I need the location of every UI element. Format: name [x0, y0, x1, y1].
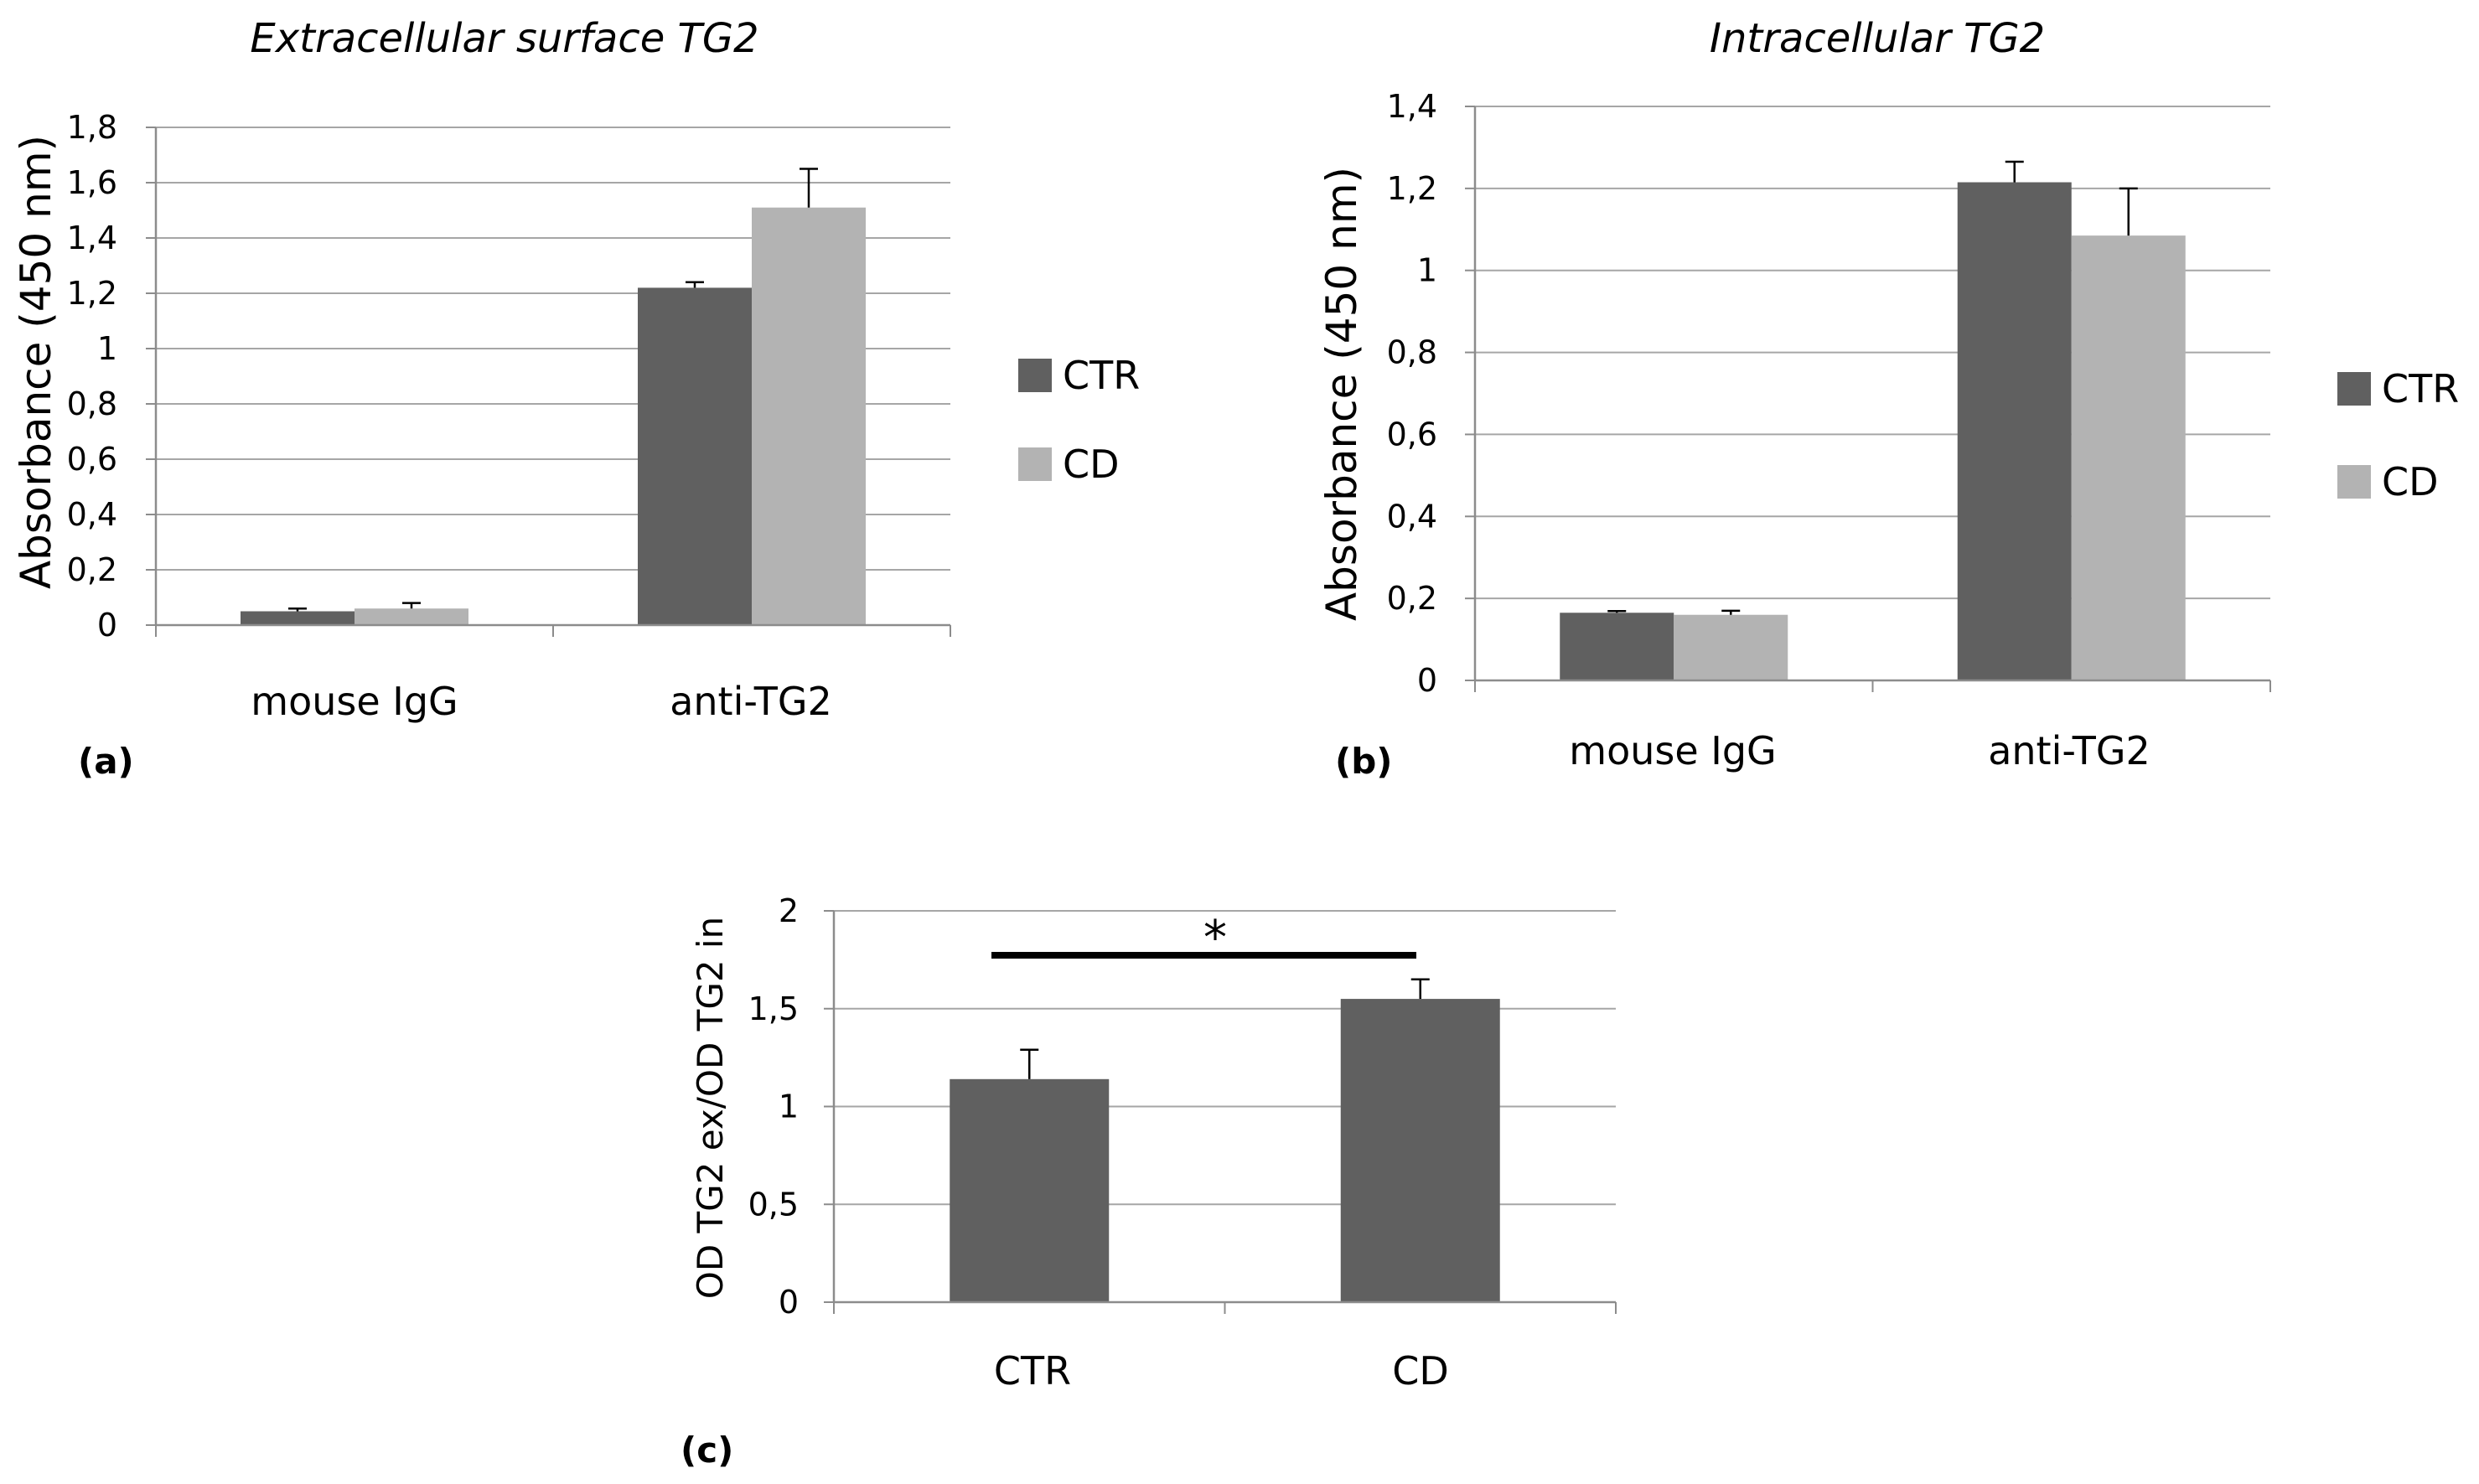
- panel-a-legend-label-ctr: CTR: [1063, 353, 1140, 398]
- panel-c-y-axis-label: OD TG2 ex/OD TG2 in: [690, 917, 731, 1299]
- panel-a-bar-ctr-anti-tg2: [638, 287, 752, 625]
- panel-b-y-axis-label: Absorbance (450 nm): [1317, 167, 1366, 621]
- panel-a-y-tick-label: 1,4: [67, 220, 117, 256]
- panel-b-panel-label: (b): [1335, 741, 1392, 782]
- panel-c-y-tick-label: 1,5: [748, 990, 799, 1027]
- panel-b-y-tick-label: 0,2: [1387, 580, 1437, 617]
- panel-b-y-tick-label: 0: [1417, 662, 1437, 699]
- panel-b-legend-label-ctr: CTR: [2382, 366, 2459, 411]
- panel-c-significance-marker: *: [1203, 911, 1227, 965]
- panel-a-category-label-mouse-igg: mouse IgG: [251, 679, 458, 724]
- panel-b-y-tick-label: 1,2: [1387, 170, 1437, 207]
- panel-b-y-tick-label: 1: [1417, 252, 1437, 289]
- panel-c-bar-od-ratio-ctr: [950, 1078, 1110, 1302]
- panel-a-y-tick-label: 0,8: [67, 385, 117, 422]
- panel-a-bar-ctr-mouse-igg: [241, 611, 355, 625]
- panel-c-category-label-ctr: CTR: [994, 1348, 1071, 1394]
- panel-b-y-tick-label: 1,4: [1387, 88, 1437, 125]
- panel-b-bar-cd-anti-tg2: [2071, 235, 2186, 680]
- panel-a-y-tick-label: 1,6: [67, 164, 117, 201]
- panel-b-legend-swatch-cd: [2337, 465, 2371, 499]
- panel-a-bar-cd-mouse-igg: [355, 608, 468, 625]
- panel-b-legend-swatch-ctr: [2337, 372, 2371, 406]
- panel-c-y-tick-label: 2: [779, 892, 799, 929]
- panel-a-legend-swatch-cd: [1018, 447, 1052, 481]
- panel-b-legend-label-cd: CD: [2382, 459, 2439, 504]
- panel-a-legend-swatch-ctr: [1018, 359, 1052, 392]
- panel-a-extracellular-chart: Extracellular surface TG2 Absorbance (45…: [12, 15, 1140, 782]
- panel-b-y-tick-label: 0,4: [1387, 498, 1437, 535]
- panel-b-category-label-anti-tg2: anti-TG2: [1988, 728, 2150, 773]
- panel-a-title: Extracellular surface TG2: [250, 15, 758, 62]
- panel-b-bar-ctr-mouse-igg: [1560, 613, 1674, 680]
- panel-c-category-label-cd: CD: [1392, 1348, 1449, 1394]
- panel-a-legend-label-cd: CD: [1063, 442, 1120, 487]
- panel-b-bar-ctr-anti-tg2: [1957, 182, 2072, 681]
- panel-b-category-label-mouse-igg: mouse IgG: [1569, 728, 1776, 773]
- panel-a-category-label-anti-tg2: anti-TG2: [670, 679, 832, 724]
- panel-a-y-tick-label: 0,4: [67, 496, 117, 533]
- panel-a-y-tick-label: 0,2: [67, 551, 117, 588]
- panel-a-y-tick-label: 1,8: [67, 109, 117, 146]
- panel-a-y-tick-label: 1: [97, 330, 117, 367]
- panel-b-y-tick-label: 0,6: [1387, 416, 1437, 452]
- panel-b-bar-cd-mouse-igg: [1674, 614, 1788, 680]
- panel-c-panel-label: (c): [681, 1430, 733, 1471]
- panel-b-title: Intracellular TG2: [1710, 15, 2045, 62]
- panel-a-y-axis-label: Absorbance (450 nm): [12, 135, 60, 589]
- panel-c-ratio-chart: OD TG2 ex/OD TG2 in 0 0,5 1 1,5 2 CTR CD * (…: [681, 892, 1617, 1471]
- panel-c-y-tick-label: 0,5: [748, 1186, 799, 1223]
- panel-b-y-tick-label: 0,8: [1387, 334, 1437, 371]
- panel-c-bar-od-ratio-cd: [1340, 999, 1500, 1302]
- panel-a-y-tick-label: 1,2: [67, 275, 117, 312]
- panel-c-y-tick-label: 0: [779, 1284, 799, 1321]
- panel-a-panel-label: (a): [78, 741, 134, 782]
- panel-b-intracellular-chart: Intracellular TG2 Absorbance (450 nm) 0 0…: [1317, 15, 2459, 782]
- panel-a-y-tick-label: 0: [97, 607, 117, 644]
- panel-c-y-tick-label: 1: [779, 1088, 799, 1125]
- panel-a-bar-cd-anti-tg2: [752, 207, 866, 625]
- panel-a-y-tick-label: 0,6: [67, 441, 117, 478]
